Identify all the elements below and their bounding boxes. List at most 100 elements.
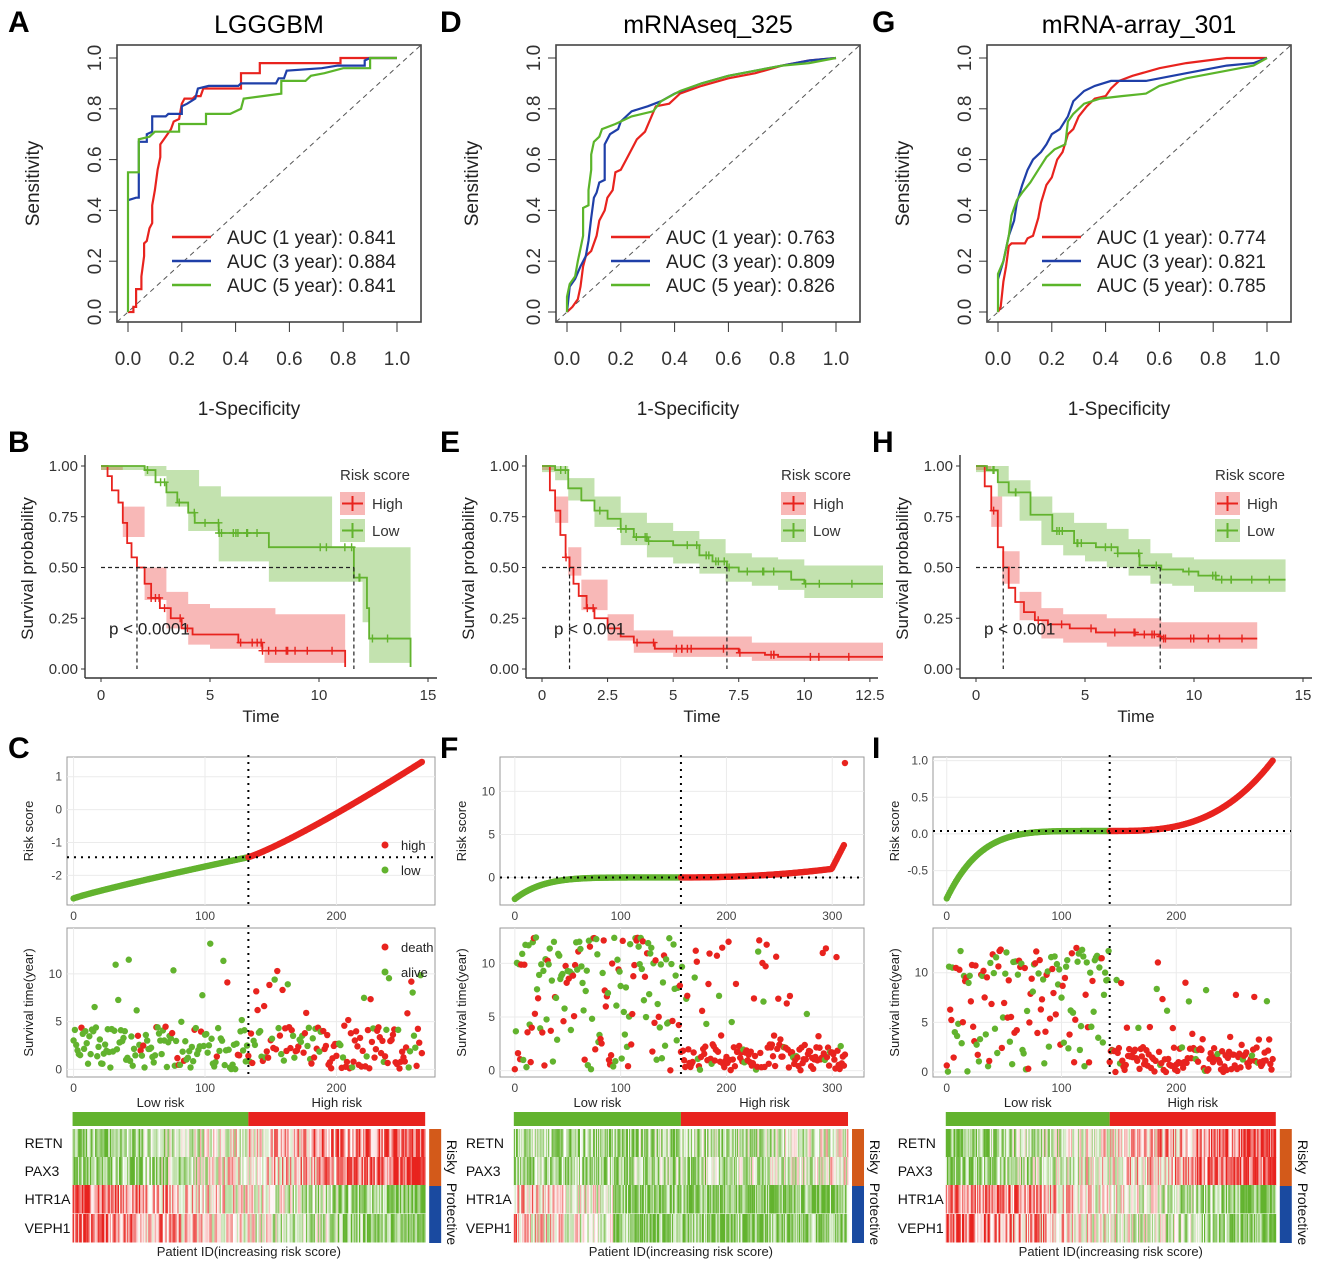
heatmap-cell [738,1129,740,1158]
heatmap-cell [584,1129,586,1158]
heatmap-cell [707,1185,709,1214]
legend-dot [381,866,389,874]
heatmap-cell [407,1185,410,1214]
heatmap-cell [270,1157,272,1186]
survival-point [1264,1047,1272,1054]
heatmap-cell [222,1129,225,1158]
heatmap-cell [376,1185,378,1214]
censor-mark [176,614,185,623]
heatmap-cell [183,1185,186,1214]
heatmap-cell [209,1157,211,1186]
heatmap-cell [179,1185,182,1214]
heatmap-cell [671,1129,674,1158]
heatmap-cell [685,1185,688,1214]
heatmap-cell [1213,1129,1215,1158]
heatmap-cell [401,1185,404,1214]
heatmap-cell [401,1214,404,1243]
heatmap-cell [746,1129,749,1158]
heatmap-cell [1089,1129,1091,1158]
survival-point [631,961,638,969]
heatmap-cell [556,1185,558,1214]
heatmap-cell [1009,1129,1012,1158]
censor-mark [201,518,210,527]
heatmap-cell [836,1185,838,1214]
heatmap-cell [77,1157,80,1186]
censor-mark [1134,549,1143,558]
risky-group-bar [429,1129,442,1186]
heatmap-cell [688,1129,691,1158]
heatmap-cell [268,1129,271,1158]
heatmap-cell [142,1185,145,1214]
heatmap-cell [130,1129,133,1158]
survival-point [305,1024,313,1032]
heatmap-cell [559,1185,562,1214]
heatmap-cell [649,1185,651,1214]
heatmap-cell [1215,1129,1218,1158]
heatmap-cell [353,1129,356,1158]
heatmap-cell [620,1185,623,1214]
heatmap-cell [661,1214,663,1243]
heatmap-cell [309,1157,312,1186]
survival-point [982,1031,989,1038]
heatmap-cell [518,1129,520,1158]
heatmap-cell [1115,1129,1118,1158]
heatmap-cell [1104,1157,1106,1186]
heatmap-cell [1260,1129,1263,1158]
legend-title: Risk score [781,467,851,484]
heatmap-cell [986,1129,988,1158]
heatmap-cell [279,1185,282,1214]
heatmap-cell [693,1129,695,1158]
heatmap-cell [260,1157,263,1186]
heatmap-cell [164,1214,166,1243]
heatmap-cell [130,1157,133,1186]
heatmap-cell [598,1129,600,1158]
heatmap-cell [810,1185,813,1214]
heatmap-cell [698,1157,700,1186]
legend-entry: AUC (3 year): 0.884 [227,252,396,273]
heatmap-cell [299,1185,301,1214]
censor-mark [1057,620,1066,629]
heatmap-cell [240,1129,243,1158]
heatmap-cell [698,1185,700,1214]
heatmap-cell [638,1185,641,1214]
heatmap-cell [613,1157,615,1186]
heatmap-cell [745,1214,747,1243]
heatmap-cell [708,1129,710,1158]
heatmap-cell [804,1129,806,1158]
survival-point [635,943,642,950]
roc-line-1-year [997,56,1267,313]
heatmap-cell [657,1129,660,1158]
heatmap-cell [717,1214,720,1243]
heatmap-cell [341,1157,344,1186]
heatmap-cell [585,1157,587,1186]
heatmap-cell [666,1214,668,1243]
heatmap-cell [111,1185,113,1214]
heatmap-cell [664,1157,666,1186]
x-tick-label: 0 [538,687,546,704]
y-tick-label: 0.6 [955,146,976,172]
heatmap-cell [605,1185,608,1214]
heatmap-cell [791,1185,793,1214]
heatmap-cell [341,1129,344,1158]
heatmap-cell [414,1185,417,1214]
heatmap-cell [587,1214,589,1243]
heatmap-cell [515,1214,518,1243]
heatmap-cell [982,1129,985,1158]
survival-point [1000,999,1008,1007]
heatmap-cell [771,1185,773,1214]
heatmap-cell [321,1157,324,1186]
heatmap-cell [1025,1129,1028,1158]
heatmap-cell [963,1129,965,1158]
heatmap-cell [263,1129,266,1158]
heatmap-cell [1176,1129,1178,1158]
heatmap-cell [567,1185,569,1214]
heatmap-cell [843,1214,846,1243]
heatmap-cell [1026,1157,1029,1186]
survival-point [216,1047,223,1055]
heatmap-cell [213,1185,215,1214]
censor-mark [291,646,300,655]
heatmap-cell [315,1129,317,1158]
heatmap-cell [316,1157,319,1186]
heatmap-cell [1157,1129,1160,1158]
heatmap-cell [596,1214,598,1243]
